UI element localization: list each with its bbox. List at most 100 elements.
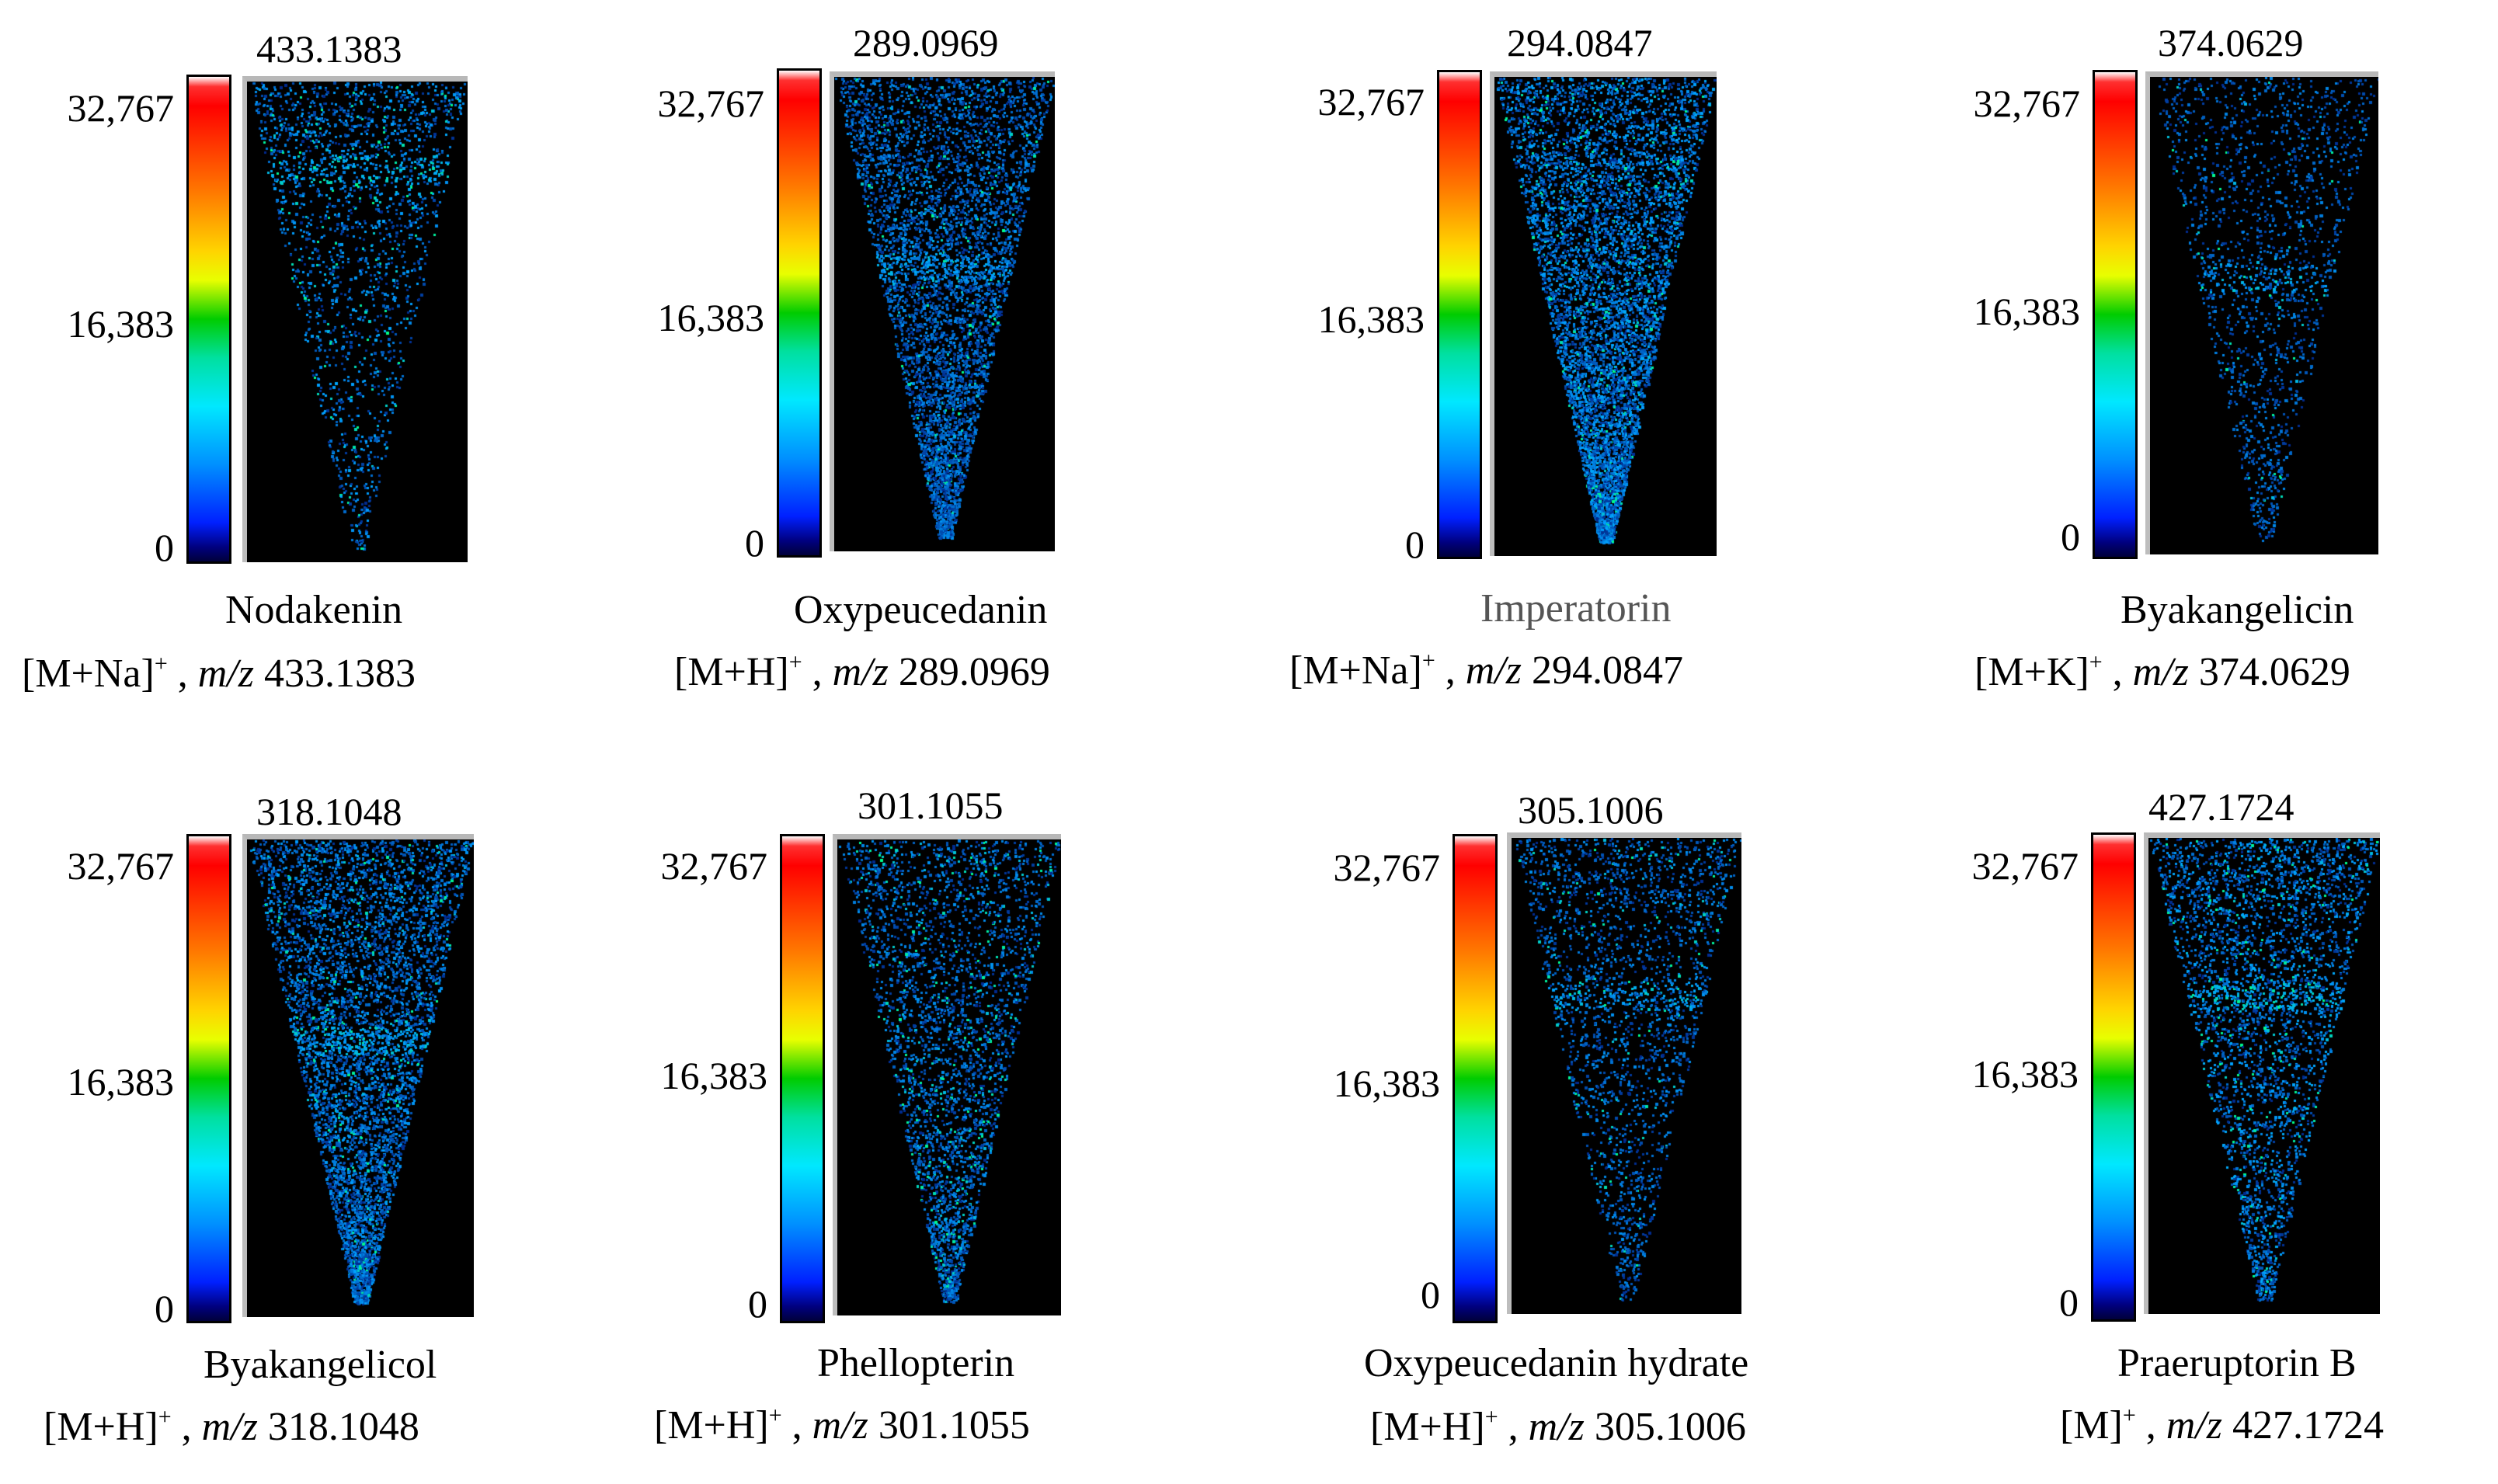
charge: + xyxy=(154,651,168,676)
charge: + xyxy=(2122,1402,2136,1428)
colorbar xyxy=(777,68,822,558)
mz-label: 294.0847 xyxy=(1507,21,1653,64)
ion-image-canvas xyxy=(247,839,474,1317)
adduct: [M] xyxy=(2060,1403,2123,1448)
ion-image xyxy=(1490,71,1717,556)
colorbar-mid-tick: 16,383 xyxy=(660,1054,768,1097)
mz-value: 427.1724 xyxy=(2232,1403,2385,1448)
ion-image-canvas xyxy=(1494,77,1717,556)
colorbar-max-tick: 32,767 xyxy=(660,844,768,888)
colorbar-max-tick: 32,767 xyxy=(657,82,765,125)
adduct: [M+K] xyxy=(1974,650,2089,694)
compound-name: Phellopterin xyxy=(817,1341,1015,1385)
compound-name: Imperatorin xyxy=(1480,586,1672,631)
mz-prefix: m/z xyxy=(832,650,889,694)
mz-value: 374.0629 xyxy=(2198,650,2350,694)
ion-annotation: [M+Na]+ , m/z 294.0847 xyxy=(1289,648,1683,693)
panel-nodakenin: 433.1383 32,767 16,383 0 Nodakenin [M+Na… xyxy=(0,0,559,699)
colorbar-max-tick: 32,767 xyxy=(1317,80,1425,123)
colorbar-min-tick: 0 xyxy=(745,521,764,565)
panel-byakangelicol: 318.1048 32,767 16,383 0 Byakangelicol [… xyxy=(0,761,559,1460)
ion-image-canvas xyxy=(2150,77,2378,554)
colorbar-min-tick: 0 xyxy=(2059,1281,2079,1324)
mz-prefix: m/z xyxy=(1528,1405,1585,1449)
ion-annotation: [M+H]+ , m/z 318.1048 xyxy=(43,1404,419,1449)
adduct: [M+Na] xyxy=(1289,648,1422,693)
colorbar-mid-tick: 16,383 xyxy=(1333,1062,1441,1105)
charge: + xyxy=(1484,1404,1498,1430)
compound-name: Oxypeucedanin hydrate xyxy=(1364,1341,1749,1385)
ion-annotation: [M+H]+ , m/z 289.0969 xyxy=(674,649,1050,694)
colorbar-mid-tick: 16,383 xyxy=(67,1060,175,1103)
colorbar-min-tick: 0 xyxy=(1421,1273,1440,1316)
mz-value: 301.1055 xyxy=(878,1403,1030,1448)
compound-name: Oxypeucedanin xyxy=(794,588,1048,632)
mz-value: 433.1383 xyxy=(264,652,416,696)
colorbar-max-tick: 32,767 xyxy=(1333,846,1441,889)
mz-label: 433.1383 xyxy=(256,27,402,71)
colorbar-mid-tick: 16,383 xyxy=(67,302,175,346)
colorbar-min-tick: 0 xyxy=(155,526,174,569)
colorbar-mid-tick: 16,383 xyxy=(1971,1052,2079,1096)
colorbar xyxy=(780,834,825,1323)
panel-imperatorin: 294.0847 32,767 16,383 0 Imperatorin [M+… xyxy=(1274,0,1833,699)
mz-label: 305.1006 xyxy=(1518,788,1664,832)
adduct: [M+H] xyxy=(654,1403,769,1448)
colorbar xyxy=(2093,70,2138,559)
panel-phellopterin: 301.1055 32,767 16,383 0 Phellopterin [M… xyxy=(621,761,1181,1460)
compound-name: Byakangelicin xyxy=(2121,588,2354,632)
mz-prefix: m/z xyxy=(2132,650,2189,694)
ion-image-canvas xyxy=(837,839,1061,1315)
adduct: [M+Na] xyxy=(22,652,155,696)
colorbar-mid-tick: 16,383 xyxy=(1317,297,1425,341)
colorbar xyxy=(1453,834,1498,1323)
ion-image xyxy=(2144,832,2380,1314)
panel-praeruptorin-b: 427.1724 32,767 16,383 0 Praeruptorin B … xyxy=(1926,761,2486,1460)
mz-label: 289.0969 xyxy=(853,21,999,64)
colorbar-max-tick: 32,767 xyxy=(67,86,175,130)
ion-image-canvas xyxy=(834,77,1055,551)
adduct: [M+H] xyxy=(43,1405,158,1449)
mz-prefix: m/z xyxy=(2166,1403,2223,1448)
mz-value: 289.0969 xyxy=(898,650,1050,694)
ion-image xyxy=(242,834,474,1317)
panel-byakangelicin: 374.0629 32,767 16,383 0 Byakangelicin [… xyxy=(1926,0,2486,699)
ion-image xyxy=(242,76,468,562)
mz-label: 427.1724 xyxy=(2148,785,2294,829)
colorbar xyxy=(2091,832,2136,1322)
mz-prefix: m/z xyxy=(812,1403,868,1448)
ion-annotation: [M+K]+ , m/z 374.0629 xyxy=(1974,649,2350,694)
colorbar-min-tick: 0 xyxy=(748,1282,767,1326)
charge: + xyxy=(768,1402,782,1428)
ion-image-canvas xyxy=(2148,838,2380,1314)
mz-label: 374.0629 xyxy=(2158,21,2304,64)
mz-prefix: m/z xyxy=(197,652,254,696)
colorbar xyxy=(186,834,231,1323)
colorbar-max-tick: 32,767 xyxy=(1973,82,2081,125)
colorbar-mid-tick: 16,383 xyxy=(1973,290,2081,333)
ion-annotation: [M+H]+ , m/z 301.1055 xyxy=(654,1402,1030,1448)
mz-label: 318.1048 xyxy=(256,790,402,833)
adduct: [M+H] xyxy=(1370,1405,1485,1449)
colorbar xyxy=(186,75,231,564)
ion-annotation: [M+Na]+ , m/z 433.1383 xyxy=(22,651,416,696)
colorbar xyxy=(1437,70,1482,559)
ion-image xyxy=(2145,71,2378,554)
mz-value: 294.0847 xyxy=(1532,648,1683,693)
mz-prefix: m/z xyxy=(201,1405,258,1449)
panel-oxypeucedanin-hydrate: 305.1006 32,767 16,383 0 Oxypeucedanin h… xyxy=(1274,761,1833,1460)
compound-name: Nodakenin xyxy=(225,588,403,632)
panel-oxypeucedanin: 289.0969 32,767 16,383 0 Oxypeucedanin [… xyxy=(621,0,1181,699)
ion-image-canvas xyxy=(1512,838,1741,1314)
charge: + xyxy=(158,1404,172,1430)
charge: + xyxy=(788,649,802,675)
colorbar-min-tick: 0 xyxy=(2061,515,2080,558)
mz-value: 305.1006 xyxy=(1594,1405,1746,1449)
colorbar-max-tick: 32,767 xyxy=(67,844,175,888)
ion-image-canvas xyxy=(247,82,468,562)
charge: + xyxy=(2089,649,2103,675)
ion-annotation: [M]+ , m/z 427.1724 xyxy=(2060,1402,2385,1448)
colorbar-mid-tick: 16,383 xyxy=(657,296,765,339)
ion-annotation: [M+H]+ , m/z 305.1006 xyxy=(1370,1404,1746,1449)
mz-value: 318.1048 xyxy=(267,1405,419,1449)
